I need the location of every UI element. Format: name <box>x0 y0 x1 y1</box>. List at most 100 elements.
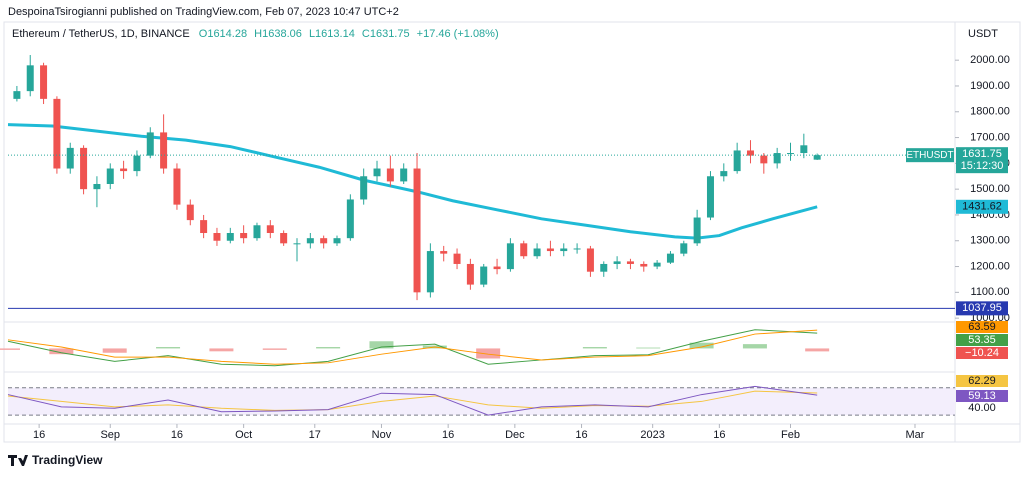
candle-body <box>146 132 154 156</box>
chart-frame <box>3 21 1021 443</box>
candle-body <box>213 233 221 241</box>
signal-value: 63.59 <box>968 321 996 333</box>
candle-body <box>293 243 301 245</box>
x-tick-label: Dec <box>505 429 525 441</box>
macd-hist-bar <box>369 341 394 349</box>
candle-body <box>613 261 621 264</box>
symbol: Ethereum / TetherUS, 1D, BINANCE <box>12 28 190 40</box>
y-tick-label: 1800.00 <box>970 106 1010 118</box>
candle-body <box>720 171 728 177</box>
candle-body <box>386 168 394 182</box>
x-tick-label: 16 <box>442 429 454 441</box>
countdown: 15:12:30 <box>961 160 1004 172</box>
candle-body <box>306 238 314 244</box>
candle-body <box>760 155 768 164</box>
ohlc-close: C1631.75 <box>362 28 410 40</box>
candle-body <box>626 261 634 264</box>
macd-hist-bar <box>156 347 181 349</box>
level-box <box>956 301 1008 316</box>
macd-hist-bar <box>636 347 661 349</box>
candle-body <box>53 98 61 169</box>
rsi-value: 59.13 <box>968 390 996 402</box>
y-tick-label: 2000.00 <box>970 54 1010 66</box>
logo <box>8 455 28 466</box>
y-tick-label: 1500.00 <box>970 183 1010 195</box>
ohlc-open: O1614.28 <box>199 28 247 40</box>
candle-body <box>746 150 754 156</box>
x-tick-label: 16 <box>171 429 183 441</box>
symbol-line: Ethereum / TetherUS, 1D, BINANCE O1614.2… <box>12 28 499 40</box>
candle-body <box>493 266 501 270</box>
candle-body <box>506 243 514 270</box>
footer-brand: TradingView <box>32 453 103 467</box>
candle-body <box>693 217 701 244</box>
candle-body <box>80 147 88 190</box>
macd-hist-bar <box>742 344 767 349</box>
price-label: 1631.75 <box>962 148 1002 160</box>
candle-body <box>373 168 381 177</box>
macd-hist-bar <box>582 347 607 349</box>
candle-body <box>480 266 488 285</box>
candle-body <box>440 251 448 254</box>
level-label: 1037.95 <box>962 302 1002 314</box>
candle-body <box>426 251 434 293</box>
rsi-value-box <box>956 390 1008 402</box>
ohlc-low: L1613.14 <box>309 28 355 40</box>
x-tick-label: Feb <box>781 429 800 441</box>
symbol-tag: ETHUSDT <box>906 150 953 161</box>
hist-value-box <box>956 347 1008 359</box>
currency: USDT <box>968 28 998 40</box>
macd-hist-bar <box>262 348 287 350</box>
candle-body <box>333 238 341 244</box>
rsi-tick-label: 40.00 <box>968 402 996 414</box>
candle-body <box>346 199 354 239</box>
x-tick-label: Nov <box>372 429 392 441</box>
candle-body <box>133 155 141 172</box>
candle-body <box>13 91 21 99</box>
macd-hist-bar <box>316 347 341 349</box>
candle-body <box>66 147 74 169</box>
candle-body <box>586 248 594 272</box>
candle-body <box>360 176 368 200</box>
rsi-ma-value: 62.29 <box>968 375 996 387</box>
y-tick-label: 1900.00 <box>970 80 1010 92</box>
macd-hist-bar <box>476 348 501 359</box>
candle-body <box>773 153 781 164</box>
symbol-tag-box <box>906 148 954 163</box>
candle-body <box>520 243 528 257</box>
macd-hist-bar <box>49 348 74 355</box>
candle-body <box>666 253 674 263</box>
candle-body <box>26 65 34 92</box>
price-box <box>956 147 1008 174</box>
rsi-band <box>8 387 955 416</box>
publisher: DespoinaTsirogianni published on Trading… <box>8 6 399 18</box>
x-tick-label: 2023 <box>640 429 664 441</box>
macd-hist-bar <box>689 342 714 349</box>
candle-body <box>200 220 208 234</box>
candle-body <box>640 263 648 267</box>
candle-body <box>600 263 608 272</box>
macd-value-box <box>956 334 1008 346</box>
candle-body <box>240 233 248 239</box>
candle-body <box>93 183 101 190</box>
macd-line <box>7 329 818 367</box>
candle-body <box>786 153 794 155</box>
x-tick-label: 16 <box>575 429 587 441</box>
macd-hist-bar <box>805 348 830 352</box>
macd-hist-bar <box>102 348 127 353</box>
macd-hist-bar <box>209 348 234 352</box>
hist-value: −10.24 <box>965 347 999 359</box>
candle-body <box>573 248 581 250</box>
candle-body <box>266 225 274 234</box>
candle-body <box>320 238 328 244</box>
ma-label: 1431.62 <box>962 201 1002 213</box>
candle-body <box>813 155 821 160</box>
candle-body <box>706 176 714 218</box>
x-tick-label: Sep <box>100 429 120 441</box>
candle-body <box>280 233 288 244</box>
x-tick-label: Mar <box>906 429 925 441</box>
y-tick-label: 1200.00 <box>970 260 1010 272</box>
candle-body <box>653 262 661 267</box>
candle-body <box>466 263 474 285</box>
